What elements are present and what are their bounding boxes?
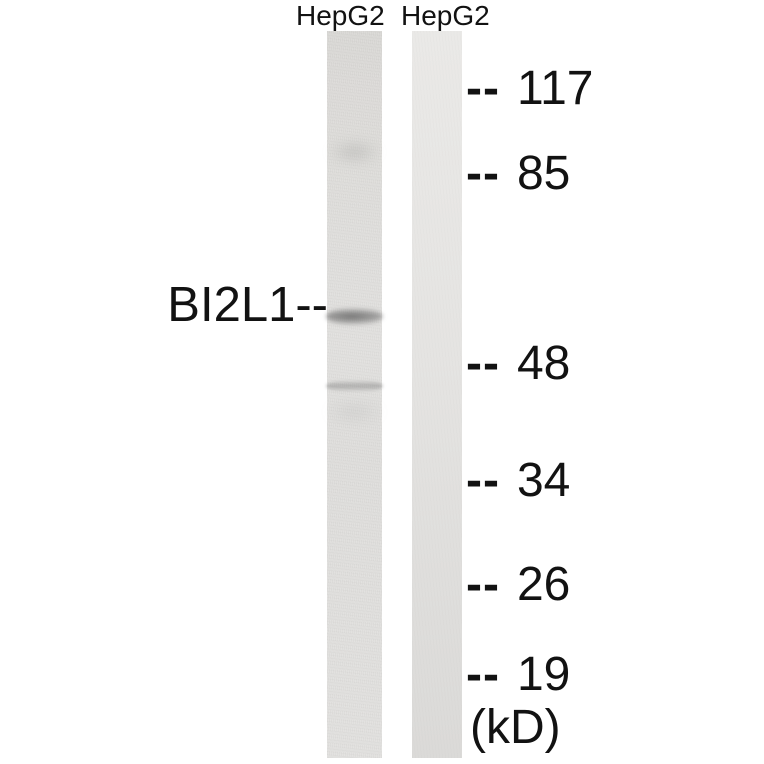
marker-value-117: 117 — [516, 62, 594, 115]
marker-dash-34: -- — [466, 454, 500, 507]
marker-value-34: 34 — [516, 454, 571, 507]
marker-dash-117: -- — [466, 62, 500, 115]
mw-marker-26: -- 26 — [466, 561, 570, 609]
mw-marker-19: -- 19 — [466, 651, 570, 699]
mw-marker-85: -- 85 — [466, 150, 570, 198]
unit-label: (kD) — [470, 701, 561, 754]
mw-marker-117: -- 117 — [466, 65, 594, 113]
marker-dash-48: -- — [466, 337, 500, 390]
target-protein-label: BI2L1-- — [120, 281, 328, 330]
lane2-label: HepG2 — [401, 0, 490, 31]
marker-dash-19: -- — [466, 648, 500, 701]
marker-dash-26: -- — [466, 558, 500, 611]
lane1-faint-smudge — [325, 134, 384, 170]
lane2-blot-strip — [412, 31, 462, 758]
lane1-label: HepG2 — [296, 0, 385, 31]
target-protein-name: BI2L1 — [167, 278, 296, 332]
mw-marker-48: -- 48 — [466, 340, 570, 388]
marker-value-26: 26 — [516, 558, 571, 611]
lane1-lower-haze — [327, 399, 382, 425]
mw-marker-34: -- 34 — [466, 457, 570, 505]
target-pointer-dashes: -- — [295, 278, 328, 332]
marker-value-48: 48 — [516, 337, 571, 390]
marker-value-85: 85 — [516, 147, 571, 200]
lane1-secondary-band — [326, 380, 383, 392]
lane1-blot-strip — [325, 31, 384, 758]
marker-value-19: 19 — [516, 648, 571, 701]
lane1-bi2l1-band — [326, 308, 383, 325]
marker-dash-85: -- — [466, 147, 500, 200]
